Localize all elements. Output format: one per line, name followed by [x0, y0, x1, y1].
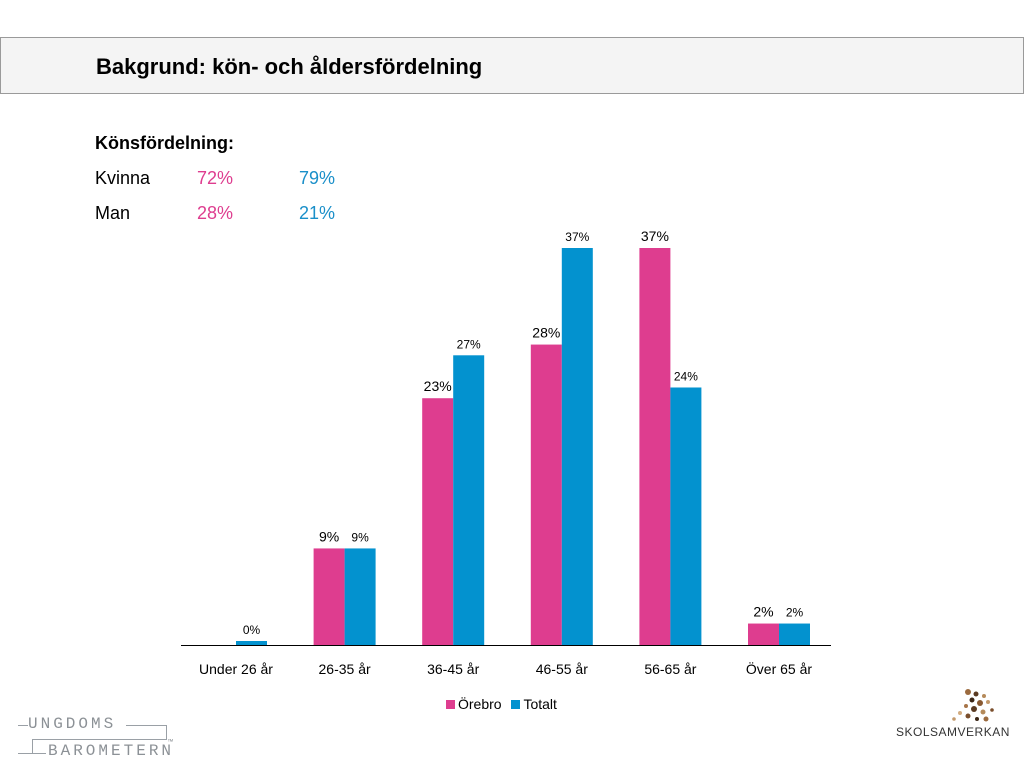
- gender-distribution: Könsfördelning: Kvinna 72% 79% Man 28% 2…: [95, 133, 335, 225]
- logo-word-skolsamverkan: SKOLSAMVERKAN: [896, 725, 1010, 739]
- logo-trademark: ™: [168, 739, 173, 748]
- gender-row-kvinna: Kvinna 72% 79%: [95, 168, 335, 190]
- logo-line: [18, 725, 28, 726]
- data-label-totalt: 2%: [786, 606, 804, 620]
- data-label-totalt: 27%: [457, 337, 481, 351]
- data-label-orebro: 2%: [753, 604, 773, 620]
- logo-line: [126, 725, 166, 726]
- bar-totalt: [453, 355, 485, 645]
- legend-label-orebro: Örebro: [458, 696, 502, 712]
- gender-value-orebro: 72%: [197, 168, 234, 188]
- gender-row-man: Man 28% 21%: [95, 203, 335, 225]
- bar-totalt: [236, 641, 267, 645]
- legend-item-orebro: Örebro: [446, 696, 502, 712]
- skolsamverkan-logo: SKOLSAMVERKAN: [896, 688, 1009, 748]
- ungdomsbarometern-logo: UNGDOMS BAROMETERN ™: [18, 715, 183, 760]
- bar-orebro: [748, 623, 779, 645]
- gender-value-totalt: 21%: [299, 203, 336, 223]
- data-label-orebro: 9%: [319, 528, 339, 544]
- logo-line: [166, 725, 167, 739]
- x-tick-label: 26-35 år: [319, 661, 371, 677]
- x-tick-label: 46-55 år: [536, 661, 588, 677]
- bar-totalt: [561, 248, 593, 645]
- bar-totalt: [779, 623, 810, 645]
- legend-swatch-orebro: [446, 700, 455, 709]
- x-tick-label: Över 65 år: [746, 660, 812, 677]
- gender-value-orebro: 28%: [197, 203, 234, 223]
- data-label-orebro: 28%: [532, 325, 560, 341]
- logo-word-ungdoms: UNGDOMS: [28, 715, 117, 733]
- bar-orebro: [639, 248, 671, 645]
- legend-item-totalt: Totalt: [511, 696, 557, 712]
- x-tick-label: Under 26 år: [199, 661, 273, 677]
- data-label-orebro: 37%: [641, 228, 669, 244]
- legend-label-totalt: Totalt: [523, 696, 557, 712]
- legend-swatch-totalt: [511, 700, 521, 709]
- bar-orebro: [530, 344, 562, 645]
- logo-line: [18, 753, 46, 754]
- gender-label: Kvinna: [95, 168, 151, 188]
- page-title: Bakgrund: kön- och åldersfördelning: [96, 54, 483, 79]
- skolsamverkan-mark-icon: [952, 689, 994, 722]
- gender-value-totalt: 79%: [299, 168, 336, 188]
- logo-line: [32, 739, 167, 740]
- chart-legend: Örebro Totalt: [446, 696, 563, 712]
- logo-word-barometern: BAROMETERN: [48, 742, 175, 760]
- bar-orebro: [422, 398, 454, 645]
- data-label-totalt: 24%: [674, 369, 698, 383]
- bar-totalt: [670, 387, 702, 645]
- x-tick-label: 56-65 år: [644, 661, 696, 677]
- data-label-totalt: 37%: [565, 230, 589, 244]
- data-label-totalt: 0%: [243, 623, 261, 637]
- gender-heading: Könsfördelning:: [95, 133, 234, 153]
- data-label-orebro: 23%: [424, 378, 452, 394]
- bar-totalt: [344, 548, 376, 645]
- logo-line: [32, 739, 33, 753]
- gender-label: Man: [95, 203, 131, 223]
- data-label-totalt: 9%: [351, 530, 369, 544]
- title-bar: Bakgrund: kön- och åldersfördelning: [0, 37, 1024, 94]
- bar-orebro: [313, 548, 345, 645]
- x-tick-label: 36-45 år: [427, 661, 479, 677]
